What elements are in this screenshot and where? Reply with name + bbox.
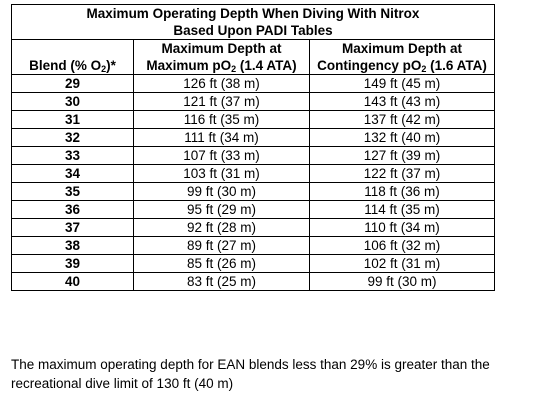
table-row: 33 107 ft (33 m) 127 ft (39 m): [11, 146, 495, 165]
blend-cell: 38: [11, 236, 134, 255]
max-depth-cell: 121 ft (37 m): [133, 92, 310, 111]
max-depth-cell: 99 ft (30 m): [133, 182, 310, 201]
blend-cell: 30: [11, 92, 134, 111]
blend-cell: 34: [11, 164, 134, 183]
table-title: Maximum Operating Depth When Diving With…: [11, 4, 495, 40]
cont-header-sub: 2: [421, 64, 427, 74]
max-header-suffix: (1.4 ATA): [236, 58, 297, 73]
column-header-max-depth: Maximum Depth at Maximum pO2 (1.4 ATA): [133, 39, 310, 75]
max-depth-cell: 126 ft (38 m): [133, 74, 310, 93]
blend-cell: 36: [11, 200, 134, 219]
footnote-line1: The maximum operating depth for EAN blen…: [11, 357, 490, 372]
column-header-contingency-depth: Maximum Depth at Contingency pO2 (1.6 AT…: [309, 39, 495, 75]
contingency-depth-cell: 137 ft (42 m): [309, 110, 495, 129]
blend-cell: 32: [11, 128, 134, 147]
contingency-depth-cell: 143 ft (43 m): [309, 92, 495, 111]
contingency-depth-cell: 99 ft (30 m): [309, 272, 495, 291]
table-row: 32 111 ft (34 m) 132 ft (40 m): [11, 128, 495, 147]
max-header-prefix: Maximum pO: [146, 58, 232, 73]
blend-cell: 40: [11, 272, 134, 291]
max-depth-cell: 111 ft (34 m): [133, 128, 310, 147]
max-depth-cell: 103 ft (31 m): [133, 164, 310, 183]
mod-table: Maximum Operating Depth When Diving With…: [11, 4, 495, 291]
contingency-depth-cell: 110 ft (34 m): [309, 218, 495, 237]
footnote: The maximum operating depth for EAN blen…: [11, 355, 536, 393]
contingency-depth-cell: 118 ft (36 m): [309, 182, 495, 201]
blend-header-suffix: )*: [106, 58, 116, 73]
table-row: 35 99 ft (30 m) 118 ft (36 m): [11, 182, 495, 201]
table-row: 31 116 ft (35 m) 137 ft (42 m): [11, 110, 495, 129]
blend-cell: 39: [11, 254, 134, 273]
contingency-depth-cell: 102 ft (31 m): [309, 254, 495, 273]
table-row: 37 92 ft (28 m) 110 ft (34 m): [11, 218, 495, 237]
footnote-line2: recreational dive limit of 130 ft (40 m): [11, 376, 234, 391]
cont-header-suffix: (1.6 ATA): [426, 58, 487, 73]
cont-header-prefix: Contingency pO: [317, 58, 422, 73]
column-header-blend: Blend (% O2)*: [11, 39, 134, 75]
blend-cell: 31: [11, 110, 134, 129]
max-depth-cell: 116 ft (35 m): [133, 110, 310, 129]
max-depth-cell: 95 ft (29 m): [133, 200, 310, 219]
max-depth-cell: 92 ft (28 m): [133, 218, 310, 237]
table-title-line1: Maximum Operating Depth When Diving With…: [86, 6, 420, 21]
blend-cell: 29: [11, 74, 134, 93]
contingency-depth-cell: 114 ft (35 m): [309, 200, 495, 219]
blend-cell: 33: [11, 146, 134, 165]
contingency-depth-cell: 127 ft (39 m): [309, 146, 495, 165]
contingency-depth-cell: 122 ft (37 m): [309, 164, 495, 183]
max-header-sub: 2: [231, 64, 237, 74]
max-depth-cell: 107 ft (33 m): [133, 146, 310, 165]
max-depth-cell: 89 ft (27 m): [133, 236, 310, 255]
table-row: 34 103 ft (31 m) 122 ft (37 m): [11, 164, 495, 183]
blend-header-prefix: Blend (% O: [29, 58, 102, 73]
table-row: 38 89 ft (27 m) 106 ft (32 m): [11, 236, 495, 255]
table-title-line2: Based Upon PADI Tables: [173, 23, 333, 38]
max-depth-cell: 85 ft (26 m): [133, 254, 310, 273]
cont-header-line1: Maximum Depth at: [341, 41, 463, 56]
blend-header-sub: 2: [101, 64, 107, 74]
contingency-depth-cell: 149 ft (45 m): [309, 74, 495, 93]
table-row: 40 83 ft (25 m) 99 ft (30 m): [11, 272, 495, 291]
table-row: 29 126 ft (38 m) 149 ft (45 m): [11, 74, 495, 93]
table-row: 30 121 ft (37 m) 143 ft (43 m): [11, 92, 495, 111]
table-row: 36 95 ft (29 m) 114 ft (35 m): [11, 200, 495, 219]
table-row: 39 85 ft (26 m) 102 ft (31 m): [11, 254, 495, 273]
max-depth-cell: 83 ft (25 m): [133, 272, 310, 291]
contingency-depth-cell: 106 ft (32 m): [309, 236, 495, 255]
blend-cell: 35: [11, 182, 134, 201]
contingency-depth-cell: 132 ft (40 m): [309, 128, 495, 147]
blend-cell: 37: [11, 218, 134, 237]
max-header-line1: Maximum Depth at: [161, 41, 282, 56]
